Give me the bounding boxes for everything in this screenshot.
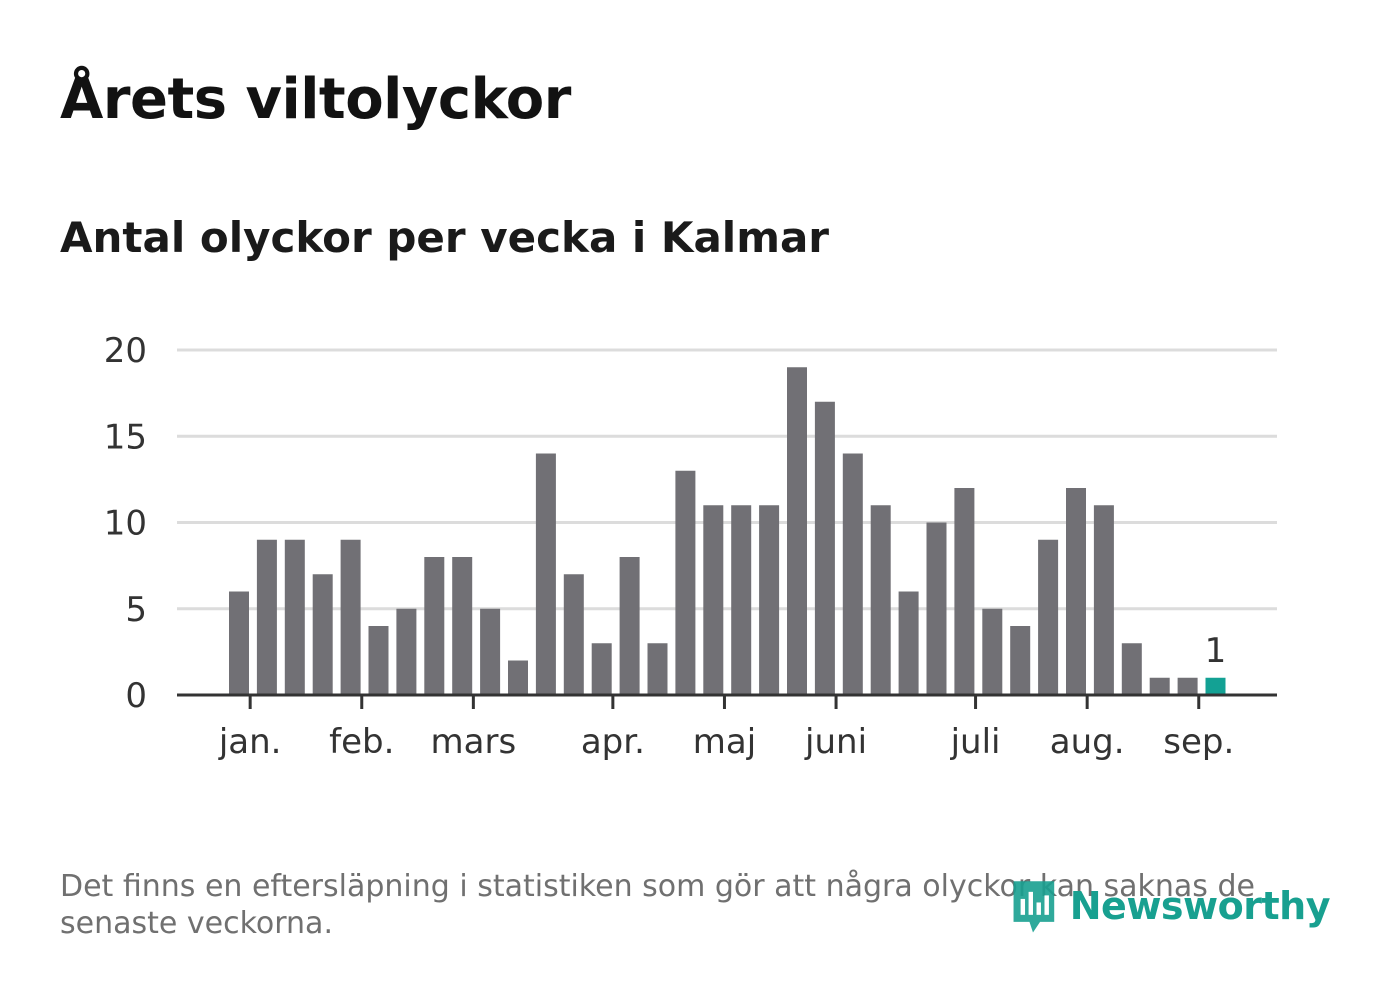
bar — [619, 557, 640, 695]
bar — [1121, 643, 1142, 695]
bar — [1010, 626, 1031, 695]
bar-highlight — [1205, 677, 1226, 695]
newsworthy-logo: Newsworthy — [1010, 870, 1331, 942]
bar — [535, 453, 556, 695]
bar — [787, 367, 807, 695]
bar — [870, 505, 891, 695]
bar — [842, 453, 863, 695]
x-tick-label: feb. — [329, 722, 394, 762]
bar — [508, 660, 528, 695]
logo-text: Newsworthy — [1069, 884, 1331, 928]
footnote: Det finns en eftersläpning i statistiken… — [60, 869, 1255, 941]
y-tick-label: 0 — [125, 676, 147, 716]
bar — [954, 488, 975, 695]
bar — [898, 591, 919, 695]
x-tick-label: juni — [804, 722, 867, 762]
y-tick-label: 10 — [104, 504, 147, 544]
x-tick-label: apr. — [581, 722, 645, 762]
bar — [1066, 488, 1086, 695]
bar — [1149, 677, 1170, 695]
chart-title: Årets viltolyckor — [60, 67, 571, 132]
chart-subtitle: Antal olyckor per vecka i Kalmar — [60, 213, 830, 262]
x-tick-label: jan. — [218, 722, 282, 762]
y-tick-label: 5 — [125, 590, 147, 630]
newsworthy-logo-icon — [1013, 881, 1055, 933]
x-tick-label: sep. — [1163, 722, 1234, 762]
bars — [229, 367, 1226, 695]
y-tick-label: 20 — [104, 331, 147, 371]
bar — [982, 608, 1003, 695]
bar — [424, 557, 445, 695]
bar — [452, 557, 473, 695]
labels: 0 5 10 15 20 1 jan. feb. mars apr. maj juni juli aug.… — [104, 331, 1235, 762]
y-tick-label: 15 — [104, 417, 147, 457]
x-tick-label: mars — [431, 722, 517, 762]
bar — [703, 505, 724, 695]
bar — [1093, 505, 1114, 695]
bar — [284, 539, 305, 695]
bar — [647, 643, 668, 695]
bar — [229, 591, 249, 695]
bar — [312, 574, 333, 695]
bar — [1038, 539, 1059, 695]
bar — [759, 505, 780, 695]
axes — [177, 693, 1277, 709]
x-tick-label: aug. — [1050, 722, 1125, 762]
bar — [731, 505, 752, 695]
x-tick-label: juli — [950, 722, 1001, 762]
bar — [814, 401, 835, 695]
bar — [926, 522, 947, 695]
bar — [256, 539, 277, 695]
bar — [563, 574, 584, 695]
bar — [396, 608, 417, 695]
bar — [1177, 677, 1198, 695]
bar — [368, 626, 389, 695]
bar-chart: 0 5 10 15 20 1 jan. feb. mars apr. maj juni juli aug.… — [104, 331, 1277, 762]
bar — [480, 608, 501, 695]
highlight-value-label: 1 — [1205, 631, 1227, 671]
bar — [591, 643, 612, 695]
x-tick-label: maj — [693, 722, 756, 762]
bar — [340, 539, 361, 695]
bar — [675, 470, 696, 695]
